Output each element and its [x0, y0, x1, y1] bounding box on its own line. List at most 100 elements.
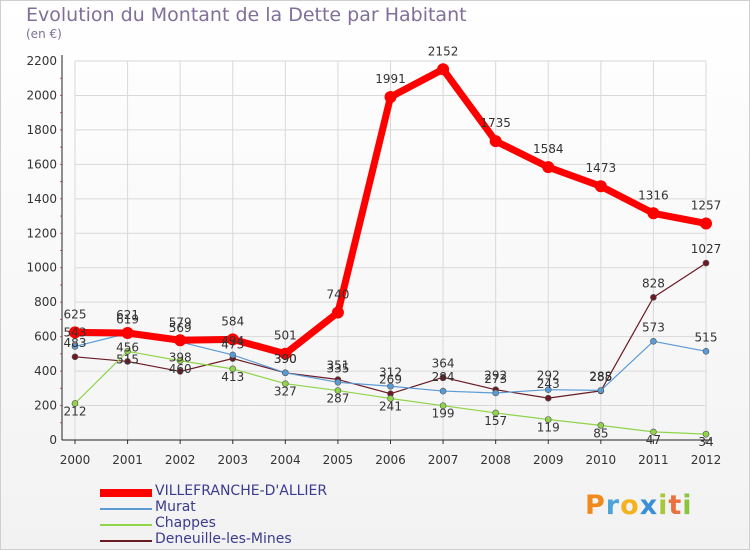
data-point: [282, 380, 289, 387]
data-point: [702, 430, 710, 438]
data-label: 413: [221, 370, 244, 384]
y-tick-label: 1000: [26, 261, 57, 275]
legend-item-deneuille: Deneuille-les-Mines: [100, 531, 360, 549]
data-label: 1257: [691, 198, 722, 212]
data-point: [700, 217, 712, 230]
data-point: [71, 400, 79, 407]
data-label: 619: [116, 312, 139, 326]
data-label: 364: [432, 356, 455, 370]
data-label: 828: [642, 276, 665, 290]
legend-label-chappes: Chappes: [155, 515, 216, 531]
data-label: 335: [326, 361, 349, 375]
x-tick-label: 2001: [112, 453, 143, 467]
data-label: 456: [116, 340, 139, 354]
x-tick-label: 2000: [60, 453, 91, 467]
logo-letter: P: [585, 490, 606, 521]
data-label: 284: [432, 370, 455, 384]
data-point: [650, 294, 657, 301]
logo-letter: t: [668, 490, 683, 521]
data-point: [282, 369, 289, 377]
data-point: [387, 395, 394, 402]
data-label: 287: [326, 392, 349, 406]
data-point: [439, 387, 447, 395]
data-point: [439, 402, 447, 410]
data-point: [597, 387, 605, 394]
data-point: [174, 334, 187, 347]
x-tick-label: 2012: [691, 453, 722, 467]
legend-item-villefranche: VILLEFRANCHE-D'ALLIER: [100, 483, 360, 501]
data-label: 285: [589, 370, 612, 384]
x-tick-label: 2002: [165, 453, 196, 467]
data-label: 1473: [586, 161, 617, 175]
data-label: 625: [64, 307, 87, 321]
data-label: 157: [484, 414, 507, 428]
data-label: 47: [646, 433, 661, 447]
data-label: 515: [116, 352, 139, 366]
data-label: 543: [64, 325, 87, 339]
y-tick-label: 1400: [26, 192, 57, 206]
data-point: [331, 306, 344, 319]
logo-letter: x: [639, 490, 659, 521]
data-point: [387, 382, 394, 390]
data-label: 292: [537, 369, 560, 383]
data-point: [334, 387, 342, 394]
data-point: [544, 394, 552, 402]
series-layer: [69, 63, 712, 438]
data-label: 34: [698, 435, 713, 449]
grid-layer: [74, 60, 707, 441]
legend: VILLEFRANCHE-D'ALLIER Murat Chappes Dene…: [100, 483, 360, 549]
data-label: 1027: [691, 242, 722, 256]
data-label: 1991: [375, 72, 406, 86]
data-point: [647, 207, 660, 220]
data-point: [439, 373, 447, 381]
legend-label-villefranche: VILLEFRANCHE-D'ALLIER: [155, 483, 328, 499]
data-point: [69, 326, 81, 339]
data-point: [121, 327, 134, 340]
data-label: 269: [379, 373, 402, 387]
data-point: [544, 416, 552, 423]
chart-title: Evolution du Montant de la Dette par Hab…: [26, 4, 467, 26]
x-tick-label: 2011: [638, 453, 669, 467]
data-label: 460: [169, 362, 192, 376]
proxiti-logo: Proxiti: [585, 490, 693, 521]
data-label: 573: [642, 320, 665, 334]
data-label: 584: [221, 314, 244, 328]
x-tick-label: 2007: [428, 453, 459, 467]
data-label: 1735: [480, 116, 511, 130]
data-point: [176, 357, 184, 365]
data-point: [176, 368, 184, 375]
y-tick-label: 800: [34, 295, 57, 309]
data-label: 515: [695, 330, 718, 344]
data-point: [594, 180, 607, 193]
data-point: [702, 347, 710, 355]
data-point: [542, 161, 555, 174]
data-point: [489, 135, 502, 148]
legend-swatch-chappes: [100, 524, 152, 526]
data-point: [492, 389, 499, 397]
data-point: [279, 347, 292, 360]
data-label: 243: [537, 377, 560, 391]
logo-letter: i: [682, 490, 693, 521]
data-point: [702, 259, 710, 267]
data-label: 292: [484, 369, 507, 383]
data-label: 621: [116, 308, 139, 322]
data-label: 390: [274, 352, 297, 366]
data-label: 2152: [428, 44, 459, 58]
chart-subtitle: (en €): [26, 27, 62, 41]
data-label: 351: [326, 359, 349, 373]
data-label: 85: [593, 426, 608, 440]
logo-letter: r: [605, 490, 621, 521]
y-tick-label: 1800: [26, 123, 57, 137]
x-tick-label: 2005: [323, 453, 354, 467]
logo-letter: i: [658, 490, 669, 521]
legend-label-deneuille: Deneuille-les-Mines: [155, 531, 292, 547]
axis-layer: 0 200 400 600 800 1000 1200 1400 1600 1800 2000 220…: [26, 54, 721, 467]
legend-swatch-murat: [100, 508, 152, 510]
legend-item-murat: Murat: [100, 499, 360, 517]
label-layer: 625 621 579 584 501 740 1991 2152 1735 1584 1473 13…: [64, 44, 722, 449]
data-label: 312: [379, 365, 402, 379]
y-tick-label: 400: [34, 364, 57, 378]
y-tick-label: 200: [34, 399, 57, 413]
data-label: 483: [64, 336, 87, 350]
